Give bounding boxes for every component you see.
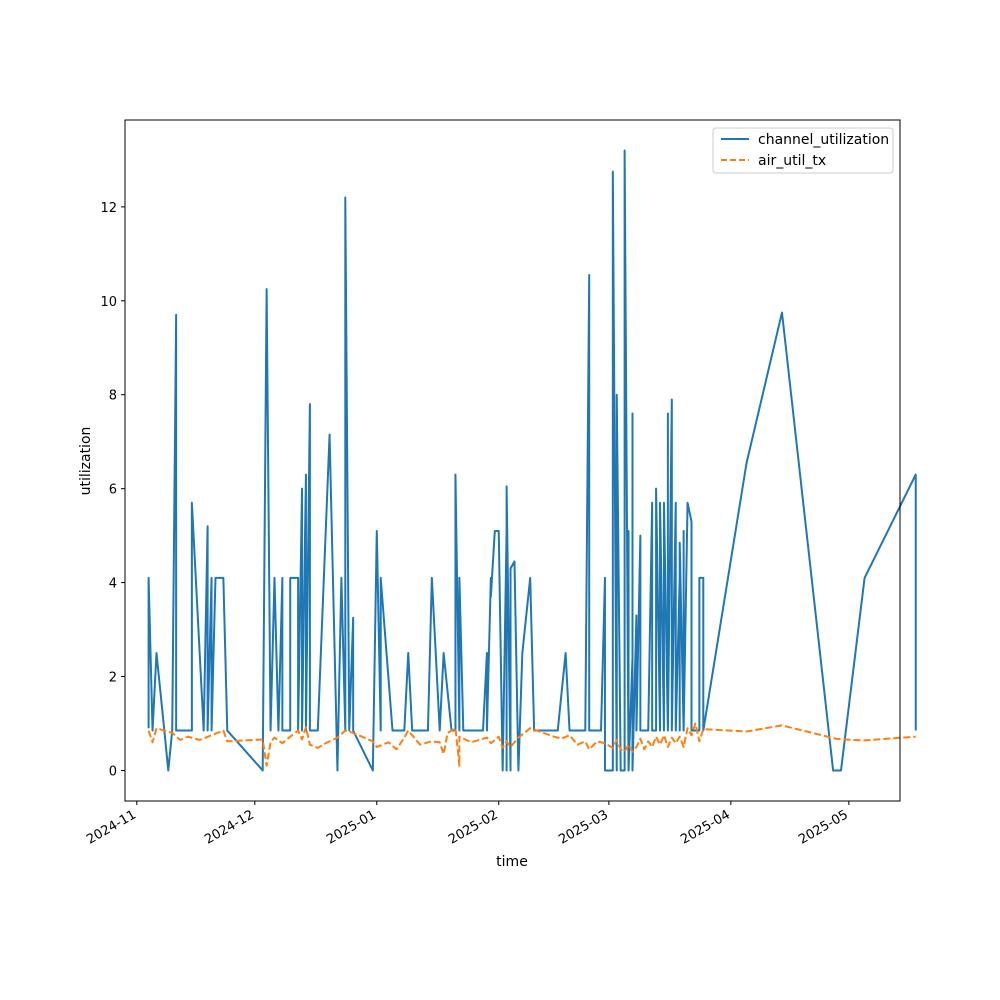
y-tick-label: 4 [109, 577, 117, 592]
legend-box [712, 127, 894, 174]
y-axis-label: utilization [78, 427, 94, 496]
series-line-air-util-tx [147, 722, 916, 767]
y-tick-label: 6 [109, 483, 117, 498]
series-line-channel-utilization [147, 149, 917, 772]
legend-label-air-util-tx: air_util_tx [758, 153, 826, 169]
y-tick-label: 12 [100, 201, 117, 216]
y-axis: 0 2 4 6 8 10 12 [100, 201, 125, 779]
x-axis-label: time [496, 854, 528, 870]
legend-label-channel-utilization: channel_utilization [758, 132, 889, 148]
y-tick-label: 0 [109, 764, 117, 779]
y-tick-label: 8 [109, 389, 117, 404]
plot-frame [124, 119, 901, 802]
series-layer [147, 149, 917, 772]
legend: channel_utilization air_util_tx [712, 127, 894, 174]
y-tick-label: 10 [100, 295, 117, 310]
y-tick-label: 2 [109, 671, 117, 686]
